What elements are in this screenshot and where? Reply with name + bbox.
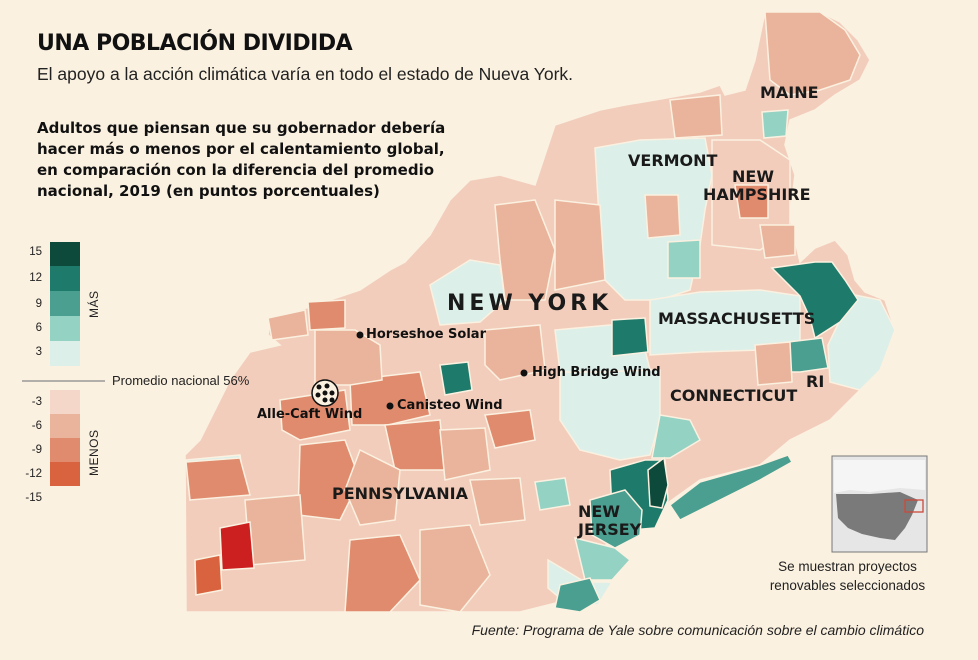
legend-tick: 12 (29, 272, 42, 284)
legend-swatch-more (50, 266, 80, 291)
project-label-high-bridge: High Bridge Wind (532, 365, 661, 380)
inset-map (831, 455, 928, 553)
region-pa-ne (484, 409, 536, 449)
region-pa-mid2 (469, 477, 526, 526)
region-pa-west (185, 457, 251, 501)
legend-tick: -12 (25, 468, 42, 480)
region-nj-north (589, 489, 643, 549)
region-ny-erie (307, 299, 346, 331)
region-pa-south (344, 534, 421, 613)
state-label-connecticut: CONNECTICUT (670, 386, 798, 405)
chart-explanation: Adultos que piensan que su gobernador de… (37, 119, 446, 200)
region-ny-adirondack (554, 199, 606, 291)
inset-highlight (904, 499, 924, 513)
legend-swatch-less (50, 390, 80, 414)
region-nh-south (734, 184, 769, 219)
region-pa-swcorner (194, 554, 223, 596)
region-ny-north2 (669, 94, 723, 139)
region-nh-sw (759, 224, 796, 259)
legend-tick: 6 (35, 322, 42, 334)
legend-tick: -9 (31, 444, 42, 456)
legend-less-label: MENOS (87, 429, 101, 476)
legend-tick: -6 (31, 420, 42, 432)
region-long-island (668, 454, 794, 521)
legend-scale (50, 242, 80, 486)
region-pa-central2 (344, 448, 401, 526)
region-philly (554, 577, 601, 613)
region-boston (770, 261, 859, 340)
region-ct-shore (651, 414, 701, 459)
legend-tick: 15 (29, 246, 42, 258)
marker-horseshoe (356, 331, 364, 339)
region-pa-mid (439, 427, 491, 481)
region-albany (611, 317, 649, 357)
region-ithaca (439, 361, 473, 396)
page-title: UNA POBLACIÓN DIVIDIDA (37, 31, 353, 56)
legend-tick: 3 (35, 346, 42, 358)
national-average-label: Promedio nacional 56% (112, 373, 250, 388)
inset-note: Se muestran proyectos renovables selecci… (769, 559, 926, 593)
marker-alle-caft (311, 379, 339, 407)
state-label-massachusetts: MASSACHUSETTS (658, 309, 816, 328)
state-label-vermont: VERMONT (628, 151, 718, 170)
region-ny-steuben (349, 371, 431, 426)
county-regions (185, 11, 896, 613)
legend-tick: -15 (25, 492, 42, 504)
region-nj-mid (573, 536, 632, 581)
region-pa-sw2 (244, 494, 306, 566)
source-note: Fuente: Programa de Yale sobre comunicac… (471, 622, 924, 638)
state-label-maine: MAINE (760, 83, 819, 102)
page-subtitle: El apoyo a la acción climática varía en … (37, 64, 574, 84)
region-vt-county (667, 239, 701, 279)
region-ma-central (754, 341, 793, 386)
legend-swatch-less (50, 462, 80, 486)
legend-swatch-more (50, 242, 80, 267)
legend-tick: 9 (35, 298, 42, 310)
region-ny-north-east (494, 199, 556, 301)
region-pa-greene (219, 521, 255, 571)
state-label-new-york: NEW YORK (447, 291, 613, 316)
region-ri (787, 337, 829, 373)
state-label-ri: RI (806, 372, 825, 391)
legend-swatch-less (50, 438, 80, 462)
region-pa-south2 (419, 524, 491, 613)
state-label-new-hampshire: NEW HAMPSHIRE (703, 167, 811, 204)
region-maine-coast (761, 109, 789, 139)
project-markers (311, 331, 528, 410)
legend-more-label: MÁS (87, 290, 101, 318)
marker-canisteo (386, 402, 394, 410)
legend-swatch-more (50, 316, 80, 341)
state-label-pennsylvania: PENNSYLVANIA (332, 484, 468, 503)
region-pa-north (384, 419, 446, 471)
legend-tick: -3 (31, 396, 42, 408)
project-label-horseshoe: Horseshoe Solar (366, 327, 486, 342)
region-ny-niagara (267, 309, 309, 341)
inset-canada (834, 460, 925, 493)
legend-swatch-less (50, 414, 80, 438)
inset-usa (836, 492, 918, 540)
region-maine-n (764, 11, 861, 96)
project-label-canisteo: Canisteo Wind (397, 398, 503, 413)
region-nyc-core (647, 456, 669, 509)
project-label-alle-caft: Alle-Caft Wind (257, 407, 363, 422)
state-label-new-jersey: NEW JERSEY (578, 502, 642, 539)
legend-swatch-more (50, 291, 80, 316)
region-vt-mid (644, 194, 681, 239)
legend-swatch-more (50, 341, 80, 366)
region-pa-east (534, 477, 571, 511)
marker-high-bridge (520, 369, 528, 377)
